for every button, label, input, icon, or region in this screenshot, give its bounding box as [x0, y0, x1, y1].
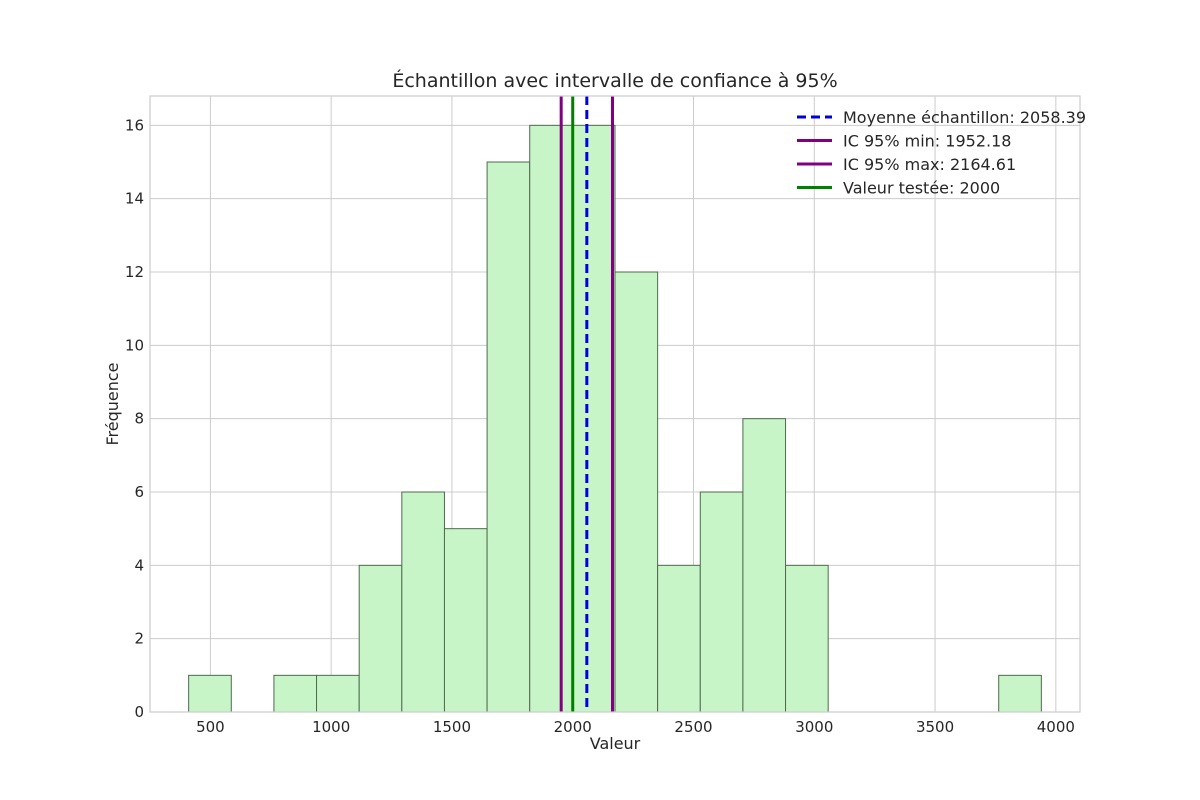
y-tick-label: 6: [134, 483, 144, 501]
y-tick-label: 16: [125, 116, 144, 134]
y-axis-label: Fréquence: [103, 362, 122, 445]
histogram-bar: [657, 564, 701, 713]
x-axis-label: Valeur: [590, 734, 641, 753]
tick-labels: 500 1000 1500 2000 2500 3000 3500 4000 0 2 4 6 8 10 12…: [125, 116, 1075, 736]
chart-title: Échantillon avec intervalle de confiance…: [392, 69, 837, 92]
y-tick-label: 8: [134, 410, 144, 428]
legend-entry: IC 95% max: 2164.61: [843, 155, 1016, 174]
x-tick-label: 2000: [554, 718, 592, 736]
y-tick-label: 14: [125, 190, 144, 208]
legend-entry: Moyenne échantillon: 2058.39: [843, 108, 1086, 127]
x-tick-label: 500: [196, 718, 225, 736]
histogram-bar: [486, 161, 531, 713]
legend: Moyenne échantillon: 2058.39 IC 95% min: …: [797, 108, 1086, 198]
x-tick-label: 1500: [433, 718, 471, 736]
histogram-bar: [614, 271, 659, 713]
x-tick-label: 4000: [1037, 718, 1075, 736]
y-tick-label: 0: [134, 703, 144, 721]
histogram-bar: [443, 528, 488, 713]
y-tick-label: 2: [134, 630, 144, 648]
histogram-bar: [316, 674, 360, 713]
y-tick-label: 10: [125, 336, 144, 354]
histogram-bar: [998, 674, 1042, 713]
plot-frame: [149, 95, 1081, 713]
histogram-bar: [785, 564, 829, 713]
histogram-bar: [273, 674, 318, 713]
histogram-bar: [188, 674, 232, 713]
histogram-bar: [529, 124, 573, 713]
legend-entry: Valeur testée: 2000: [843, 179, 1000, 198]
y-tick-label: 12: [125, 263, 144, 281]
histogram-bar: [742, 418, 787, 713]
histogram-bar: [358, 564, 403, 713]
x-tick-label: 1000: [312, 718, 350, 736]
histogram-bar: [401, 491, 445, 713]
x-tick-label: 3000: [795, 718, 833, 736]
histogram-bars: [188, 124, 1042, 713]
y-tick-label: 4: [134, 556, 144, 574]
histogram-bar: [571, 124, 616, 713]
reference-lines: [559, 96, 614, 712]
legend-entry: IC 95% min: 1952.18: [843, 132, 1011, 151]
x-tick-label: 3500: [916, 718, 954, 736]
x-tick-label: 2500: [674, 718, 712, 736]
histogram-bar: [699, 491, 744, 713]
